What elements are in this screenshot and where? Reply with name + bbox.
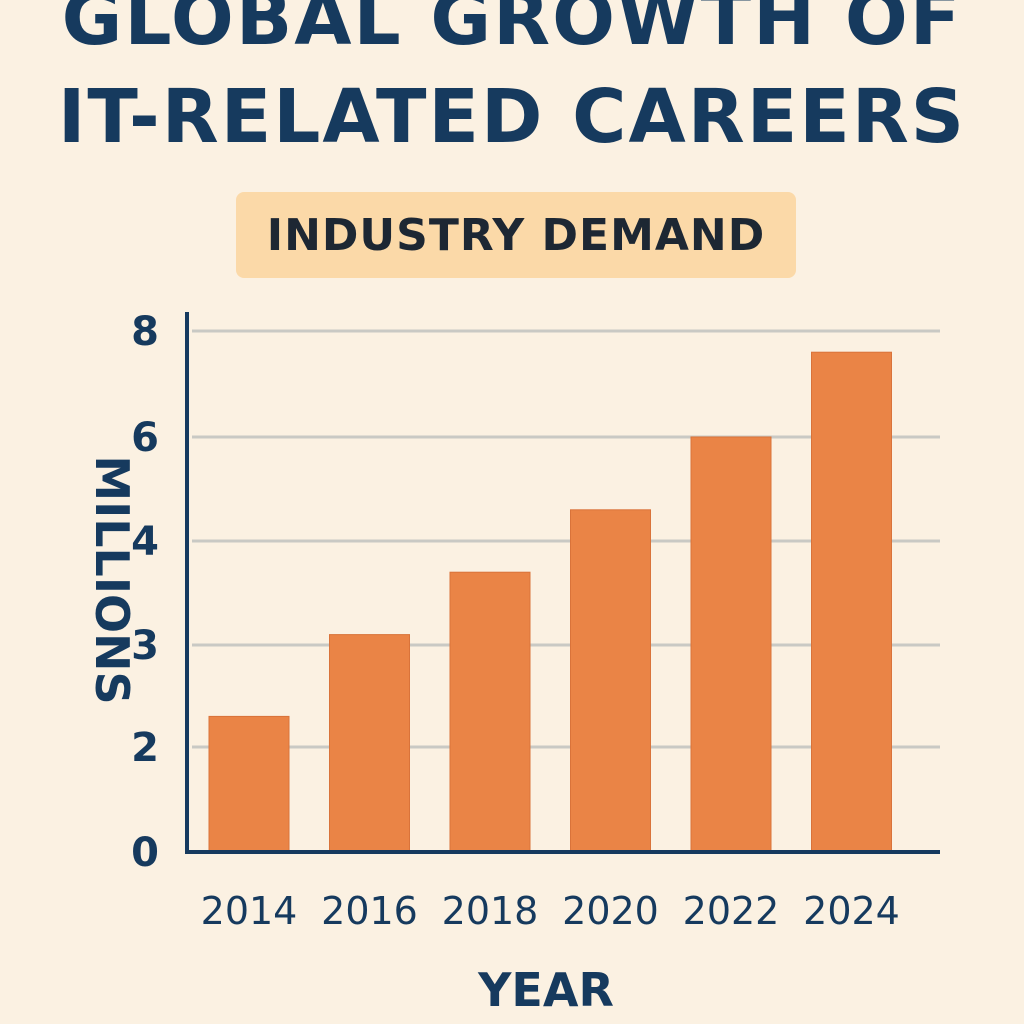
chart-title-line2: IT-RELATED CAREERS [57, 74, 967, 160]
y-tick-label: 3 [131, 623, 159, 669]
y-axis-label: MILLIONS [85, 455, 139, 704]
x-axis-label: YEAR [477, 963, 614, 1017]
chart-subtitle-badge: INDUSTRY DEMAND [236, 192, 796, 278]
y-tick-label: 6 [131, 415, 159, 461]
bar [570, 509, 651, 853]
chart-title-line1: GLOBAL GROWTH OF [61, 0, 963, 62]
bar [811, 351, 892, 853]
x-tick-label: 2024 [803, 889, 900, 933]
bar [329, 634, 410, 853]
x-tick-label: 2020 [562, 889, 659, 933]
y-tick-label: 4 [131, 519, 159, 565]
x-tick-label: 2016 [321, 889, 418, 933]
y-tick-label: 0 [131, 830, 159, 876]
x-tick-label: 2018 [442, 889, 539, 933]
y-tick-label: 8 [131, 309, 159, 355]
bar [208, 715, 290, 853]
bar [690, 436, 772, 853]
x-tick-label: 2014 [201, 889, 298, 933]
bar [449, 571, 531, 853]
y-tick-label: 2 [131, 725, 159, 771]
x-tick-label: 2022 [683, 889, 780, 933]
chart-subtitle: INDUSTRY DEMAND [266, 209, 766, 261]
